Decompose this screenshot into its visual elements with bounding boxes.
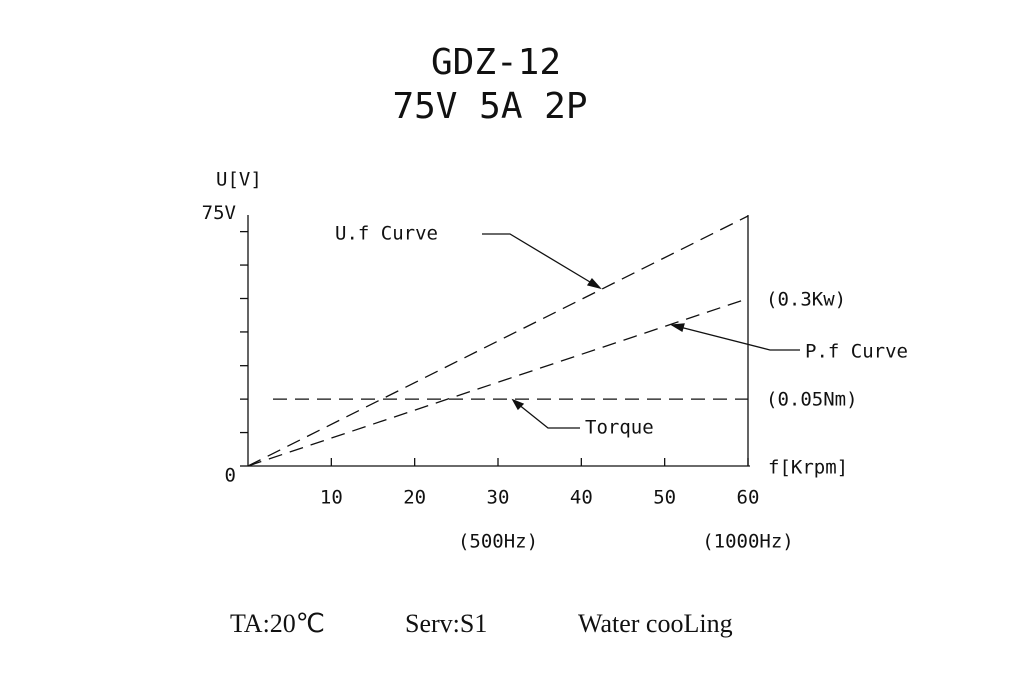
footer: TA:20℃ — [230, 609, 325, 638]
arrow — [586, 277, 602, 290]
x-secondary-label: (500Hz) — [458, 531, 538, 553]
y-tick-label: 0 — [225, 465, 236, 487]
x-tick-label: 20 — [403, 487, 426, 509]
series-label: Torque — [585, 417, 654, 439]
y-axis-label: U[V] — [216, 169, 262, 191]
end-label: (0.3Kw) — [766, 289, 846, 311]
x-secondary-label: (1000Hz) — [702, 531, 794, 553]
arrow — [669, 323, 685, 332]
chart-subtitle: 75V 5A 2P — [392, 86, 587, 127]
x-tick-label: 30 — [487, 487, 510, 509]
x-tick-label: 10 — [320, 487, 343, 509]
series-line — [247, 215, 749, 467]
leader — [482, 233, 601, 289]
footer: Serv:S1 — [405, 609, 487, 638]
x-axis-label: f[Krpm] — [768, 457, 848, 479]
end-label: (0.05Nm) — [766, 389, 858, 411]
y-tick-label: 75V — [202, 202, 236, 224]
leader — [512, 399, 580, 429]
x-tick-label: 60 — [737, 487, 760, 509]
x-tick-label: 40 — [570, 487, 593, 509]
chart-title: GDZ-12 — [431, 42, 561, 83]
series-label: P.f Curve — [805, 341, 908, 363]
series-label: U.f Curve — [335, 223, 438, 245]
footer: Water cooLing — [578, 609, 733, 638]
series-line — [247, 297, 749, 467]
leader — [671, 324, 800, 351]
x-tick-label: 50 — [653, 487, 676, 509]
arrow — [511, 398, 525, 411]
